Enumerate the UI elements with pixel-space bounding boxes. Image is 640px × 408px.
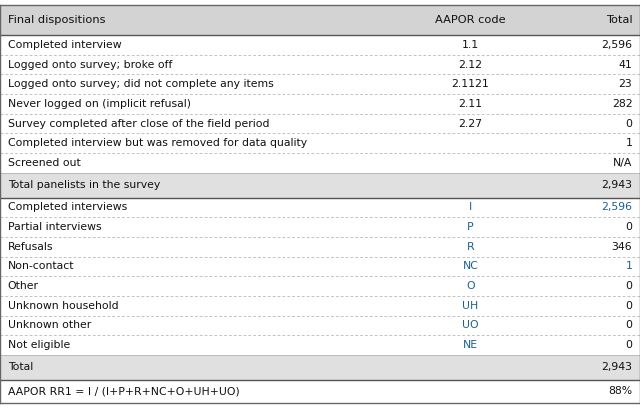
Text: Never logged on (implicit refusal): Never logged on (implicit refusal) bbox=[8, 99, 191, 109]
Text: 0: 0 bbox=[625, 118, 632, 129]
Text: Logged onto survey; broke off: Logged onto survey; broke off bbox=[8, 60, 172, 69]
Bar bbox=[0, 335, 640, 355]
Text: Partial interviews: Partial interviews bbox=[8, 222, 101, 232]
Text: 0: 0 bbox=[625, 281, 632, 291]
Bar bbox=[0, 217, 640, 237]
Text: 282: 282 bbox=[612, 99, 632, 109]
Text: 0: 0 bbox=[625, 301, 632, 311]
Bar bbox=[0, 296, 640, 316]
Text: 1: 1 bbox=[625, 262, 632, 271]
Text: Unknown other: Unknown other bbox=[8, 320, 91, 330]
Text: Unknown household: Unknown household bbox=[8, 301, 118, 311]
Text: 2.12: 2.12 bbox=[458, 60, 483, 69]
Bar bbox=[0, 114, 640, 133]
Bar bbox=[0, 197, 640, 217]
Text: Completed interviews: Completed interviews bbox=[8, 202, 127, 213]
Bar bbox=[0, 35, 640, 55]
Text: Non-contact: Non-contact bbox=[8, 262, 74, 271]
Text: 88%: 88% bbox=[608, 386, 632, 397]
Text: Screened out: Screened out bbox=[8, 158, 81, 168]
Bar bbox=[0, 316, 640, 335]
Bar bbox=[0, 74, 640, 94]
Text: P: P bbox=[467, 222, 474, 232]
Text: Final dispositions: Final dispositions bbox=[8, 15, 105, 25]
Bar bbox=[0, 5, 640, 35]
Text: 41: 41 bbox=[619, 60, 632, 69]
Text: 2,596: 2,596 bbox=[602, 202, 632, 213]
Text: Completed interview: Completed interview bbox=[8, 40, 122, 50]
Bar bbox=[0, 133, 640, 153]
Text: AAPOR RR1 = I / (I+P+R+NC+O+UH+UO): AAPOR RR1 = I / (I+P+R+NC+O+UH+UO) bbox=[8, 386, 239, 397]
Bar bbox=[0, 380, 640, 403]
Text: Total: Total bbox=[8, 362, 33, 373]
Text: 2,943: 2,943 bbox=[602, 362, 632, 373]
Text: 1.1: 1.1 bbox=[462, 40, 479, 50]
Text: Total panelists in the survey: Total panelists in the survey bbox=[8, 180, 160, 190]
Text: Not eligible: Not eligible bbox=[8, 340, 70, 350]
Text: Survey completed after close of the field period: Survey completed after close of the fiel… bbox=[8, 118, 269, 129]
Text: Other: Other bbox=[8, 281, 38, 291]
Bar bbox=[0, 257, 640, 276]
Bar bbox=[0, 237, 640, 257]
Text: Refusals: Refusals bbox=[8, 242, 53, 252]
Text: 2.27: 2.27 bbox=[458, 118, 483, 129]
Text: 2.11: 2.11 bbox=[458, 99, 483, 109]
Text: 2,943: 2,943 bbox=[602, 180, 632, 190]
Bar bbox=[0, 94, 640, 114]
Text: Total: Total bbox=[605, 15, 632, 25]
Text: O: O bbox=[466, 281, 475, 291]
Bar bbox=[0, 55, 640, 74]
Text: 2.1121: 2.1121 bbox=[452, 79, 489, 89]
Text: 1: 1 bbox=[625, 138, 632, 148]
Text: 23: 23 bbox=[619, 79, 632, 89]
Text: Completed interview but was removed for data quality: Completed interview but was removed for … bbox=[8, 138, 307, 148]
Text: NE: NE bbox=[463, 340, 478, 350]
Bar bbox=[0, 276, 640, 296]
Text: Logged onto survey; did not complete any items: Logged onto survey; did not complete any… bbox=[8, 79, 273, 89]
Bar bbox=[0, 153, 640, 173]
Text: NC: NC bbox=[463, 262, 478, 271]
Text: R: R bbox=[467, 242, 474, 252]
Text: 0: 0 bbox=[625, 320, 632, 330]
Bar bbox=[0, 173, 640, 197]
Text: UH: UH bbox=[462, 301, 479, 311]
Text: 0: 0 bbox=[625, 222, 632, 232]
Text: 0: 0 bbox=[625, 340, 632, 350]
Text: N/A: N/A bbox=[613, 158, 632, 168]
Bar bbox=[0, 355, 640, 380]
Text: I: I bbox=[468, 202, 472, 213]
Text: UO: UO bbox=[462, 320, 479, 330]
Text: 2,596: 2,596 bbox=[602, 40, 632, 50]
Text: AAPOR code: AAPOR code bbox=[435, 15, 506, 25]
Text: 346: 346 bbox=[612, 242, 632, 252]
